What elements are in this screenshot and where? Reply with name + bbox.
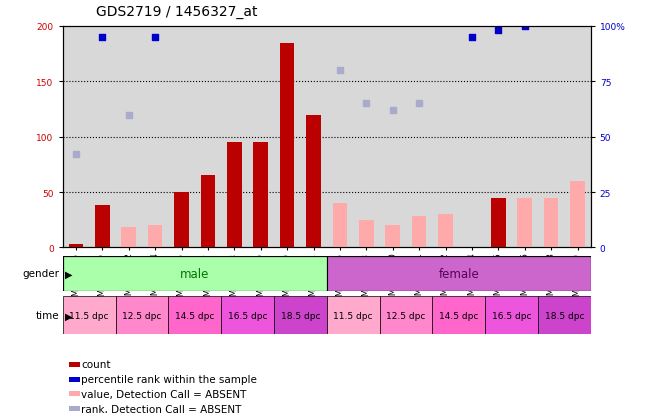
Text: ▶: ▶ xyxy=(65,268,72,279)
Text: ▶: ▶ xyxy=(65,311,72,320)
Bar xyxy=(168,297,221,335)
Bar xyxy=(63,256,327,291)
Bar xyxy=(63,297,116,335)
Text: percentile rank within the sample: percentile rank within the sample xyxy=(81,374,257,384)
Bar xyxy=(538,297,591,335)
Point xyxy=(123,112,134,119)
Text: gender: gender xyxy=(22,268,59,279)
Text: GDS2719 / 1456327_at: GDS2719 / 1456327_at xyxy=(96,5,257,19)
Bar xyxy=(327,256,591,291)
Point xyxy=(493,28,504,35)
Text: 14.5 dpc: 14.5 dpc xyxy=(175,311,214,320)
Text: 14.5 dpc: 14.5 dpc xyxy=(439,311,478,320)
Bar xyxy=(438,215,453,248)
Bar xyxy=(201,176,215,248)
Bar xyxy=(253,143,268,248)
Bar xyxy=(221,297,274,335)
Text: 11.5 dpc: 11.5 dpc xyxy=(69,311,109,320)
Bar xyxy=(412,217,426,248)
Bar xyxy=(333,204,347,248)
Bar xyxy=(491,198,506,248)
Bar xyxy=(517,198,532,248)
Text: 12.5 dpc: 12.5 dpc xyxy=(122,311,162,320)
Bar xyxy=(280,43,294,248)
Point xyxy=(519,24,530,30)
Bar xyxy=(148,225,162,248)
Text: 18.5 dpc: 18.5 dpc xyxy=(544,311,584,320)
Text: 18.5 dpc: 18.5 dpc xyxy=(280,311,320,320)
Bar xyxy=(174,192,189,248)
Text: time: time xyxy=(36,311,59,320)
Bar xyxy=(69,244,83,248)
Text: value, Detection Call = ABSENT: value, Detection Call = ABSENT xyxy=(81,389,247,399)
Bar xyxy=(306,115,321,248)
Text: count: count xyxy=(81,359,111,369)
Bar xyxy=(115,297,168,335)
Text: 16.5 dpc: 16.5 dpc xyxy=(228,311,267,320)
Text: male: male xyxy=(180,267,209,280)
Point xyxy=(71,152,81,158)
Point xyxy=(150,35,160,41)
Point xyxy=(546,2,556,8)
Point xyxy=(414,101,424,107)
Bar xyxy=(485,297,538,335)
Bar xyxy=(327,297,379,335)
Text: 12.5 dpc: 12.5 dpc xyxy=(386,311,426,320)
Point xyxy=(387,107,398,114)
Bar xyxy=(121,228,136,248)
Point xyxy=(361,101,372,107)
Text: female: female xyxy=(438,267,479,280)
Point xyxy=(97,35,108,41)
Bar xyxy=(570,182,585,248)
Bar xyxy=(544,198,558,248)
Text: 11.5 dpc: 11.5 dpc xyxy=(333,311,373,320)
Bar xyxy=(385,225,400,248)
Bar xyxy=(95,206,110,248)
Bar xyxy=(359,220,374,248)
Text: 16.5 dpc: 16.5 dpc xyxy=(492,311,531,320)
Bar xyxy=(227,143,242,248)
Point xyxy=(335,68,345,74)
Bar xyxy=(432,297,485,335)
Point xyxy=(467,35,477,41)
Bar xyxy=(274,297,327,335)
Text: rank, Detection Call = ABSENT: rank, Detection Call = ABSENT xyxy=(81,404,242,413)
Bar xyxy=(379,297,432,335)
